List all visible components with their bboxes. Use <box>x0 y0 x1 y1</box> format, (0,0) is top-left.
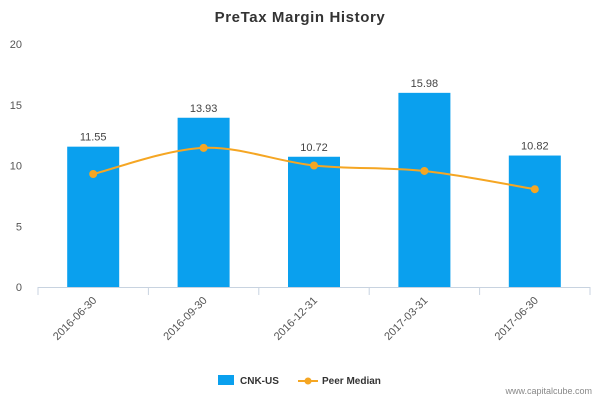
bar[interactable] <box>67 146 120 287</box>
bar-series <box>67 92 561 287</box>
y-axis: 0 5 10 15 20 <box>10 39 22 294</box>
chart-title: PreTax Margin History <box>215 9 386 26</box>
legend-label-bar: CNK-US <box>240 376 279 387</box>
x-tick-label: 2016-12-31 <box>272 295 320 343</box>
x-tick-label: 2017-06-30 <box>493 295 541 343</box>
credit-text: www.capitalcube.com <box>504 386 592 396</box>
y-tick-label: 10 <box>10 161 22 173</box>
bar[interactable] <box>288 156 340 287</box>
bar[interactable] <box>398 92 451 287</box>
peer-median-point[interactable] <box>89 170 98 179</box>
x-axis: 2016-06-30 2016-09-30 2016-12-31 2017-03-31… <box>37 287 591 343</box>
bar[interactable] <box>177 117 230 287</box>
x-tick-label: 2017-03-31 <box>382 295 430 343</box>
peer-median-point[interactable] <box>310 161 318 170</box>
peer-median-point[interactable] <box>199 143 208 152</box>
bar-value-label: 10.72 <box>300 142 328 154</box>
y-tick-label: 20 <box>10 39 22 51</box>
bar[interactable] <box>508 155 561 287</box>
bar-value-label: 11.55 <box>80 132 107 144</box>
peer-median-point[interactable] <box>530 185 539 194</box>
peer-median-point[interactable] <box>420 166 429 175</box>
legend-label-line: Peer Median <box>322 376 381 387</box>
y-tick-label: 0 <box>16 282 22 294</box>
legend[interactable]: CNK-US Peer Median <box>218 375 381 387</box>
x-tick-label: 2016-09-30 <box>161 295 209 343</box>
bar-value-label: 10.82 <box>521 141 549 153</box>
line-series <box>89 143 539 194</box>
legend-swatch-bar <box>218 375 234 385</box>
y-tick-label: 5 <box>16 221 22 233</box>
data-labels: 11.55 13.93 10.72 15.98 10.82 <box>80 78 549 154</box>
bar-value-label: 13.93 <box>190 103 218 115</box>
bar-value-label: 15.98 <box>411 78 439 90</box>
y-tick-label: 15 <box>10 100 22 112</box>
x-tick-label: 2016-06-30 <box>51 295 99 343</box>
legend-marker-line <box>304 377 312 385</box>
